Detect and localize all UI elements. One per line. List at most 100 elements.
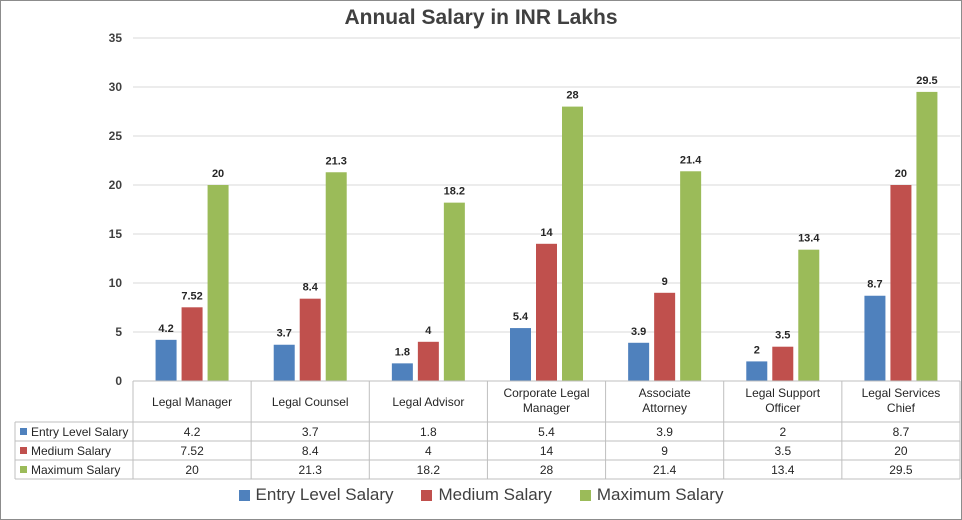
bar xyxy=(299,298,321,381)
legend-key-swatch xyxy=(20,447,27,454)
category-label: Legal Services xyxy=(862,386,941,400)
table-cell: 28 xyxy=(540,463,554,477)
data-label: 5.4 xyxy=(513,311,529,323)
bar xyxy=(746,361,768,381)
bar xyxy=(325,172,347,381)
table-cell: 4 xyxy=(425,444,432,458)
data-label: 20 xyxy=(895,168,907,180)
category-label: Corporate Legal xyxy=(503,386,589,400)
category-label: Chief xyxy=(887,401,916,415)
data-label: 13.4 xyxy=(798,233,820,245)
category-label: Legal Counsel xyxy=(272,395,349,409)
data-label: 21.3 xyxy=(326,155,347,167)
table-cell: 14 xyxy=(540,444,554,458)
category-label: Legal Support xyxy=(745,386,820,400)
data-label: 20 xyxy=(212,168,224,180)
bar xyxy=(155,339,177,381)
data-label: 3.9 xyxy=(631,326,646,338)
legend-label: Entry Level Salary xyxy=(255,485,394,504)
data-label: 8.4 xyxy=(303,282,319,294)
y-tick-label: 0 xyxy=(115,374,122,388)
table-series-label: Maximum Salary xyxy=(31,463,120,477)
category-label: Attorney xyxy=(642,401,687,415)
table-cell: 5.4 xyxy=(538,425,555,439)
data-label: 1.8 xyxy=(395,346,410,358)
category-label: Legal Manager xyxy=(152,395,232,409)
y-tick-label: 35 xyxy=(109,31,123,45)
table-cell: 13.4 xyxy=(771,463,795,477)
table-cell: 3.9 xyxy=(656,425,673,439)
table-cell: 4.2 xyxy=(184,425,201,439)
bar xyxy=(536,243,557,381)
table-cell: 7.52 xyxy=(180,444,204,458)
data-label: 21.4 xyxy=(680,154,702,166)
legend-item: Entry Level Salary xyxy=(238,485,394,505)
data-label: 3.7 xyxy=(277,328,292,340)
data-label: 18.2 xyxy=(444,186,465,198)
bar xyxy=(207,185,229,381)
bar xyxy=(680,171,702,381)
category-label: Officer xyxy=(765,401,800,415)
legend-key-swatch xyxy=(20,466,27,473)
table-cell: 21.3 xyxy=(299,463,323,477)
table-cell: 29.5 xyxy=(889,463,913,477)
bar xyxy=(443,202,465,381)
table-cell: 9 xyxy=(661,444,668,458)
bar xyxy=(890,185,912,381)
bar xyxy=(628,342,650,381)
bar xyxy=(562,106,583,381)
y-tick-label: 10 xyxy=(109,276,123,290)
data-label: 28 xyxy=(566,90,578,102)
table-series-label: Medium Salary xyxy=(31,444,111,458)
category-label: Associate xyxy=(639,386,691,400)
bar xyxy=(772,346,794,381)
legend-swatch xyxy=(238,489,250,501)
chart-title: Annual Salary in INR Lakhs xyxy=(344,6,618,29)
table-cell: 8.7 xyxy=(893,425,910,439)
table-cell: 3.5 xyxy=(774,444,791,458)
bar xyxy=(273,344,295,381)
data-label: 7.52 xyxy=(181,290,202,302)
data-label: 8.7 xyxy=(867,279,882,291)
legend-swatch xyxy=(421,489,433,501)
data-label: 29.5 xyxy=(916,75,937,87)
table-cell: 1.8 xyxy=(420,425,437,439)
legend-item: Medium Salary xyxy=(421,485,552,505)
table-cell: 18.2 xyxy=(417,463,441,477)
data-label: 9 xyxy=(662,276,668,288)
table-cell: 8.4 xyxy=(302,444,319,458)
bar xyxy=(391,363,413,381)
table-cell: 21.4 xyxy=(653,463,677,477)
table-cell: 3.7 xyxy=(302,425,319,439)
y-tick-label: 30 xyxy=(109,80,123,94)
table-cell: 20 xyxy=(185,463,199,477)
data-label: 4.2 xyxy=(158,323,173,335)
data-label: 4 xyxy=(425,325,432,337)
category-label: Legal Advisor xyxy=(392,395,464,409)
data-label: 14 xyxy=(540,227,553,239)
data-label: 3.5 xyxy=(775,330,790,342)
y-tick-label: 25 xyxy=(109,129,123,143)
bar xyxy=(417,341,439,381)
y-tick-label: 5 xyxy=(115,325,122,339)
bar xyxy=(798,249,820,381)
legend-label: Medium Salary xyxy=(438,485,552,504)
bar xyxy=(916,91,938,382)
category-label: Manager xyxy=(523,401,570,415)
bar xyxy=(654,292,676,381)
bar xyxy=(181,307,203,381)
y-tick-label: 20 xyxy=(109,178,123,192)
table-cell: 20 xyxy=(894,444,908,458)
table-cell: 2 xyxy=(779,425,786,439)
legend-key-swatch xyxy=(20,428,27,435)
legend-swatch xyxy=(579,489,591,501)
y-tick-label: 15 xyxy=(109,227,123,241)
bar xyxy=(510,328,531,381)
legend-item: Maximum Salary xyxy=(579,485,724,505)
legend-label: Maximum Salary xyxy=(596,485,724,504)
legend: Entry Level Salary Medium Salary Maximum S… xyxy=(0,485,962,505)
table-series-label: Entry Level Salary xyxy=(31,425,128,439)
bar xyxy=(864,295,886,381)
data-label: 2 xyxy=(754,344,760,356)
